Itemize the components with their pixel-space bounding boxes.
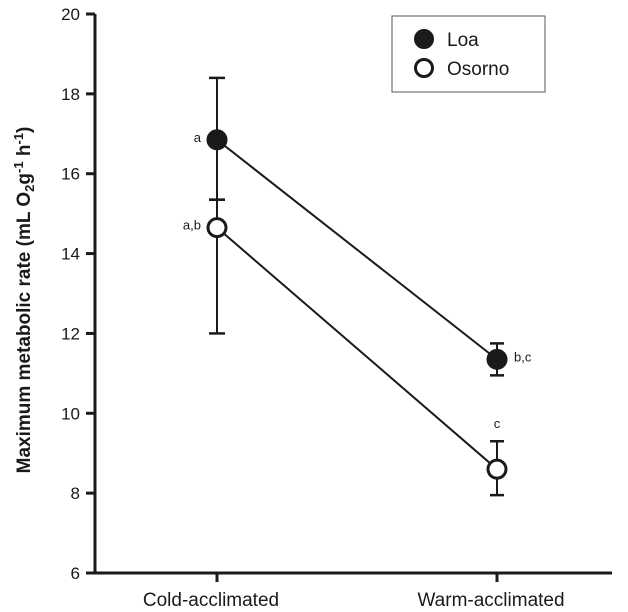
significance-label: b,c — [514, 349, 532, 364]
x-axis: Cold-acclimated Warm-acclimated — [95, 571, 612, 611]
y-tick-label: 20 — [61, 5, 80, 24]
y-axis-label: Maximum metabolic rate (mL O2g-1 h-1) — [11, 127, 37, 474]
legend-marker-loa — [414, 29, 434, 49]
y-tick-label: 12 — [61, 324, 80, 343]
y-tick-label: 18 — [61, 85, 80, 104]
y-tick-label: 8 — [71, 484, 80, 503]
legend-marker-osorno — [414, 58, 434, 78]
y-ticks: 6 8 10 12 14 16 18 20 — [61, 5, 95, 583]
legend-label-osorno: Osorno — [447, 59, 509, 80]
data-point — [206, 129, 228, 151]
legend: Loa Osorno — [391, 15, 546, 93]
legend-items: Loa Osorno — [414, 29, 509, 80]
x-tick-label: Cold-acclimated — [143, 590, 279, 611]
significance-label: c — [494, 416, 501, 431]
x-tick-label: Warm-acclimated — [417, 590, 564, 611]
y-tick-label: 14 — [61, 245, 80, 264]
y-axis-label-part: ) — [14, 127, 35, 133]
series-osorno: a,b c — [183, 198, 508, 497]
y-axis-label-part: 2 — [22, 185, 37, 192]
y-axis-label-part: h — [14, 145, 35, 162]
significance-label: a,b — [183, 218, 201, 233]
y-axis: 6 8 10 12 14 16 18 20 — [61, 5, 97, 583]
significance-label: a — [194, 130, 202, 145]
y-tick-label: 16 — [61, 165, 80, 184]
series-loa: a b,c — [194, 76, 532, 377]
y-axis-label-part: Maximum metabolic rate (mL O — [14, 192, 35, 474]
data-point — [206, 217, 228, 239]
data-point — [486, 348, 508, 370]
x-ticks: Cold-acclimated Warm-acclimated — [143, 573, 565, 611]
data-point — [486, 458, 508, 480]
y-axis-label-part: g — [14, 173, 35, 185]
y-tick-label: 6 — [71, 564, 80, 583]
series-line — [216, 226, 498, 470]
plot-area: a b,c a,b c — [183, 76, 532, 497]
y-axis-label-part: -1 — [11, 133, 26, 145]
legend-label-loa: Loa — [447, 30, 479, 51]
y-axis-label-part: -1 — [11, 161, 26, 173]
legend-box — [391, 15, 546, 93]
y-tick-label: 10 — [61, 404, 80, 423]
series-line — [216, 138, 498, 361]
